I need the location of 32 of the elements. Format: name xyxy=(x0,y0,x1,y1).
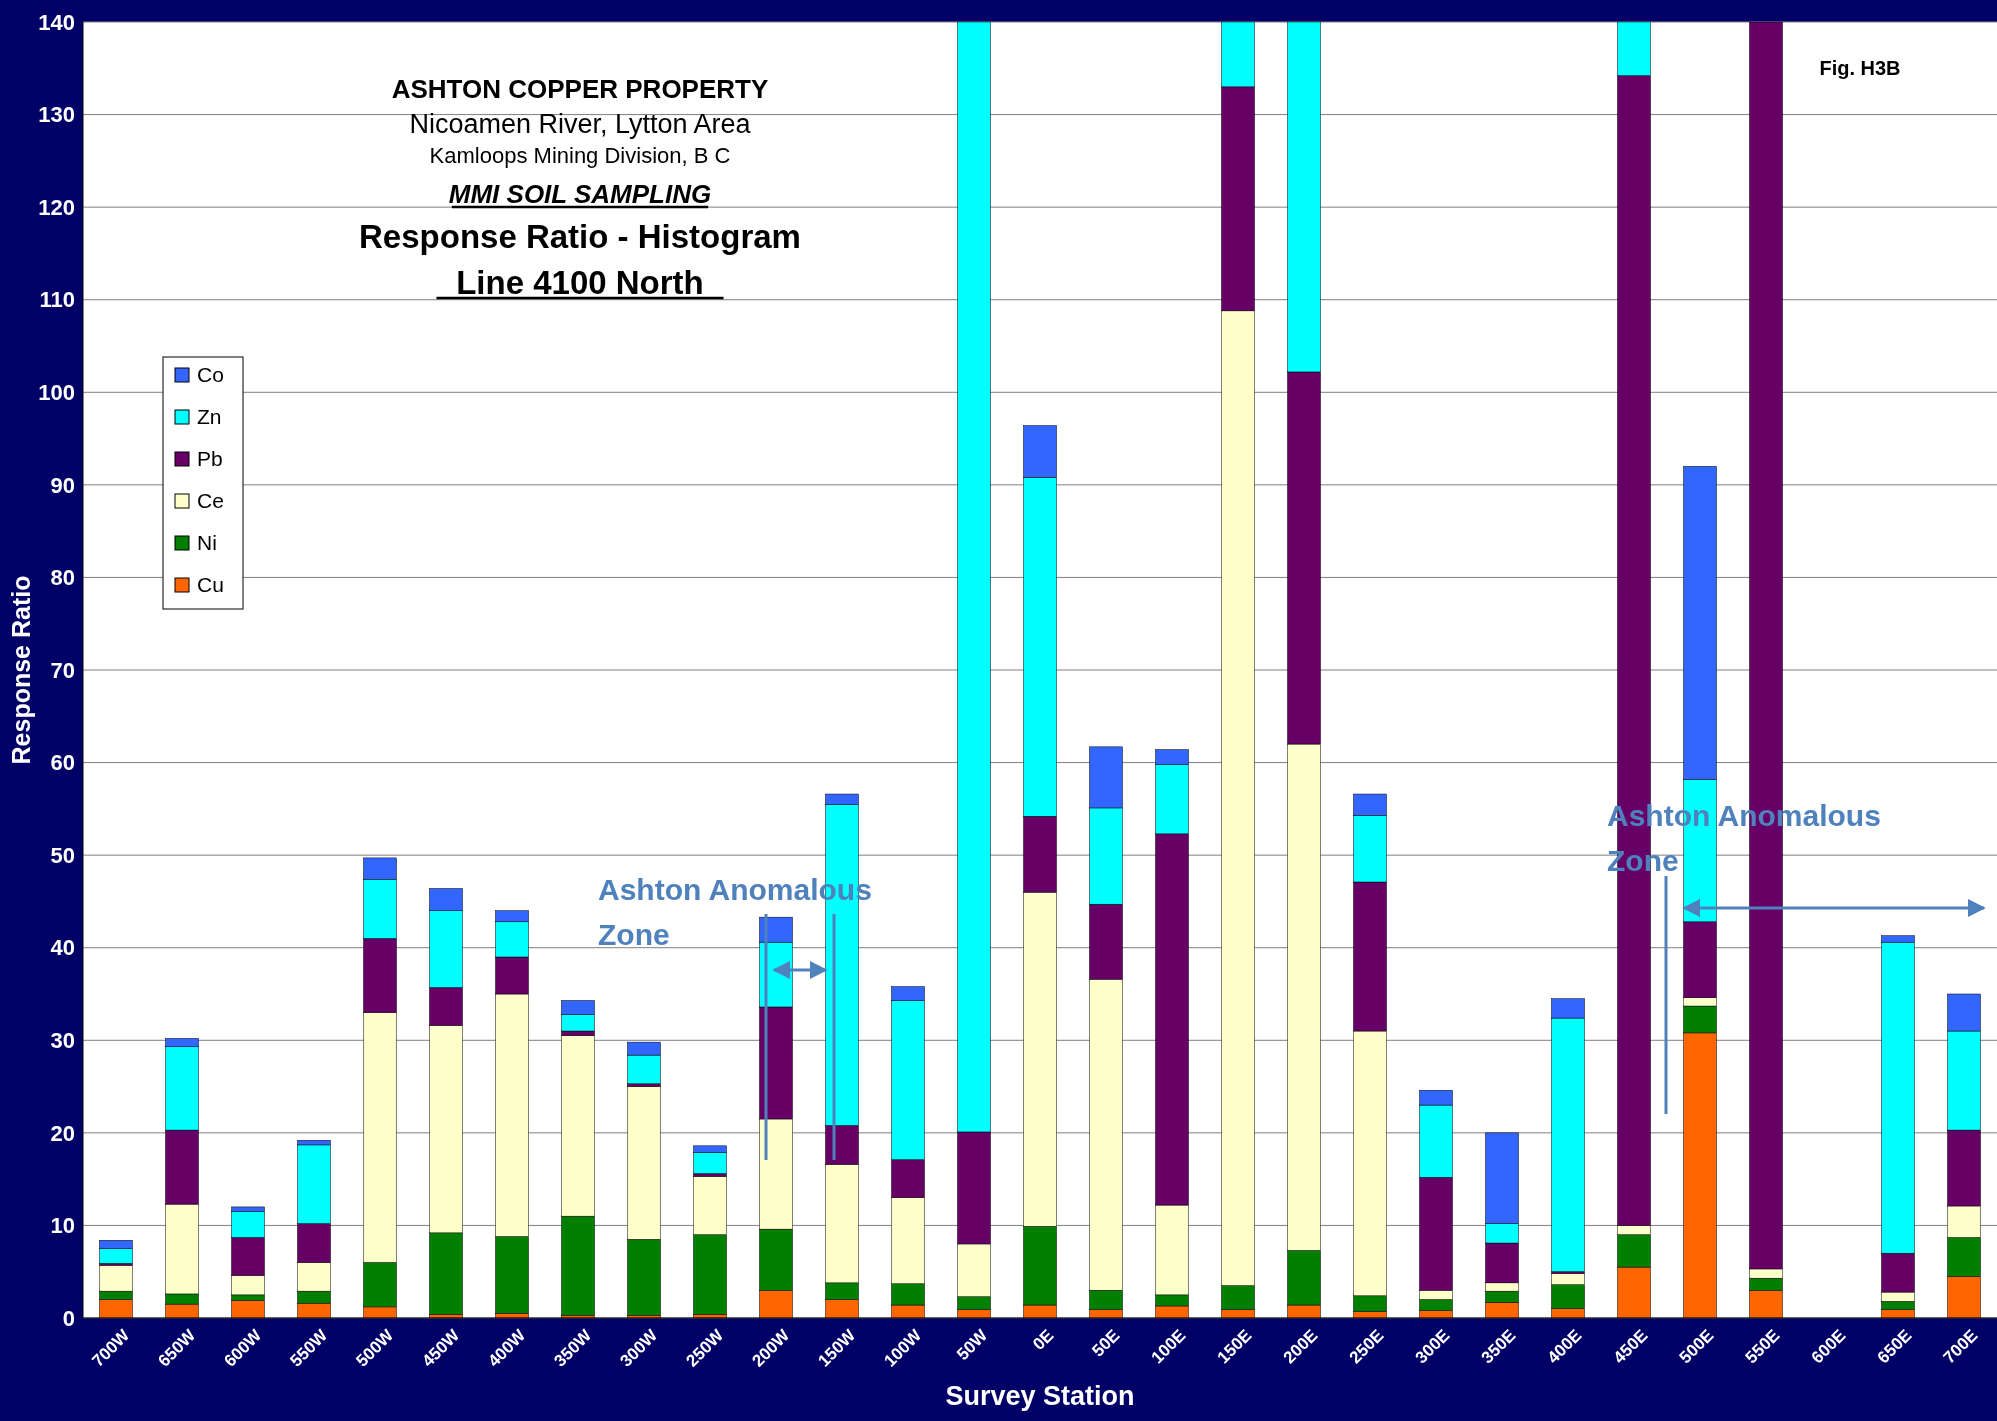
y-tick-label: 100 xyxy=(38,379,75,405)
annotation: Kamloops Mining Division, B C xyxy=(429,143,731,168)
x-axis-title: Survey Station xyxy=(945,1381,1135,1411)
x-tick-label: 50E xyxy=(1088,1325,1124,1361)
legend-label: Ce xyxy=(197,489,224,513)
y-tick-label: 110 xyxy=(39,287,75,313)
annotation: Line 4100 North xyxy=(456,264,704,301)
y-tick-label: 50 xyxy=(50,842,75,868)
annotation: MMI SOIL SAMPLING xyxy=(448,179,712,209)
y-tick-label: 10 xyxy=(50,1213,75,1239)
annotation: Response Ratio - Histogram xyxy=(359,218,801,255)
y-tick-label: 0 xyxy=(62,1305,75,1331)
legend-label: Ni xyxy=(197,531,217,555)
x-tick-label: 0E xyxy=(1029,1325,1058,1354)
text: Nicoamen River, Lytton Area xyxy=(409,109,752,139)
y-tick-label: 130 xyxy=(38,102,75,128)
legend-label: Cu xyxy=(197,573,224,597)
y-tick-label: 70 xyxy=(50,657,75,683)
y-tick-label: 30 xyxy=(50,1027,75,1053)
text: ASHTON COPPER PROPERTY xyxy=(391,74,769,104)
legend-label: Co xyxy=(197,363,224,387)
y-axis-title: Response Ratio xyxy=(7,575,35,765)
y-tick-label: 40 xyxy=(50,935,75,961)
y-tick-label: 80 xyxy=(50,565,75,591)
annotation: Fig. H3B xyxy=(1819,57,1901,79)
legend-label: Pb xyxy=(197,447,223,471)
legend-label: Zn xyxy=(197,405,222,429)
y-tick-label: 120 xyxy=(38,194,75,220)
y-tick-label: 20 xyxy=(50,1120,75,1146)
y-tick-label: 90 xyxy=(50,472,75,498)
y-tick-label: 60 xyxy=(50,750,75,776)
y-tick-label: 140 xyxy=(38,9,75,35)
